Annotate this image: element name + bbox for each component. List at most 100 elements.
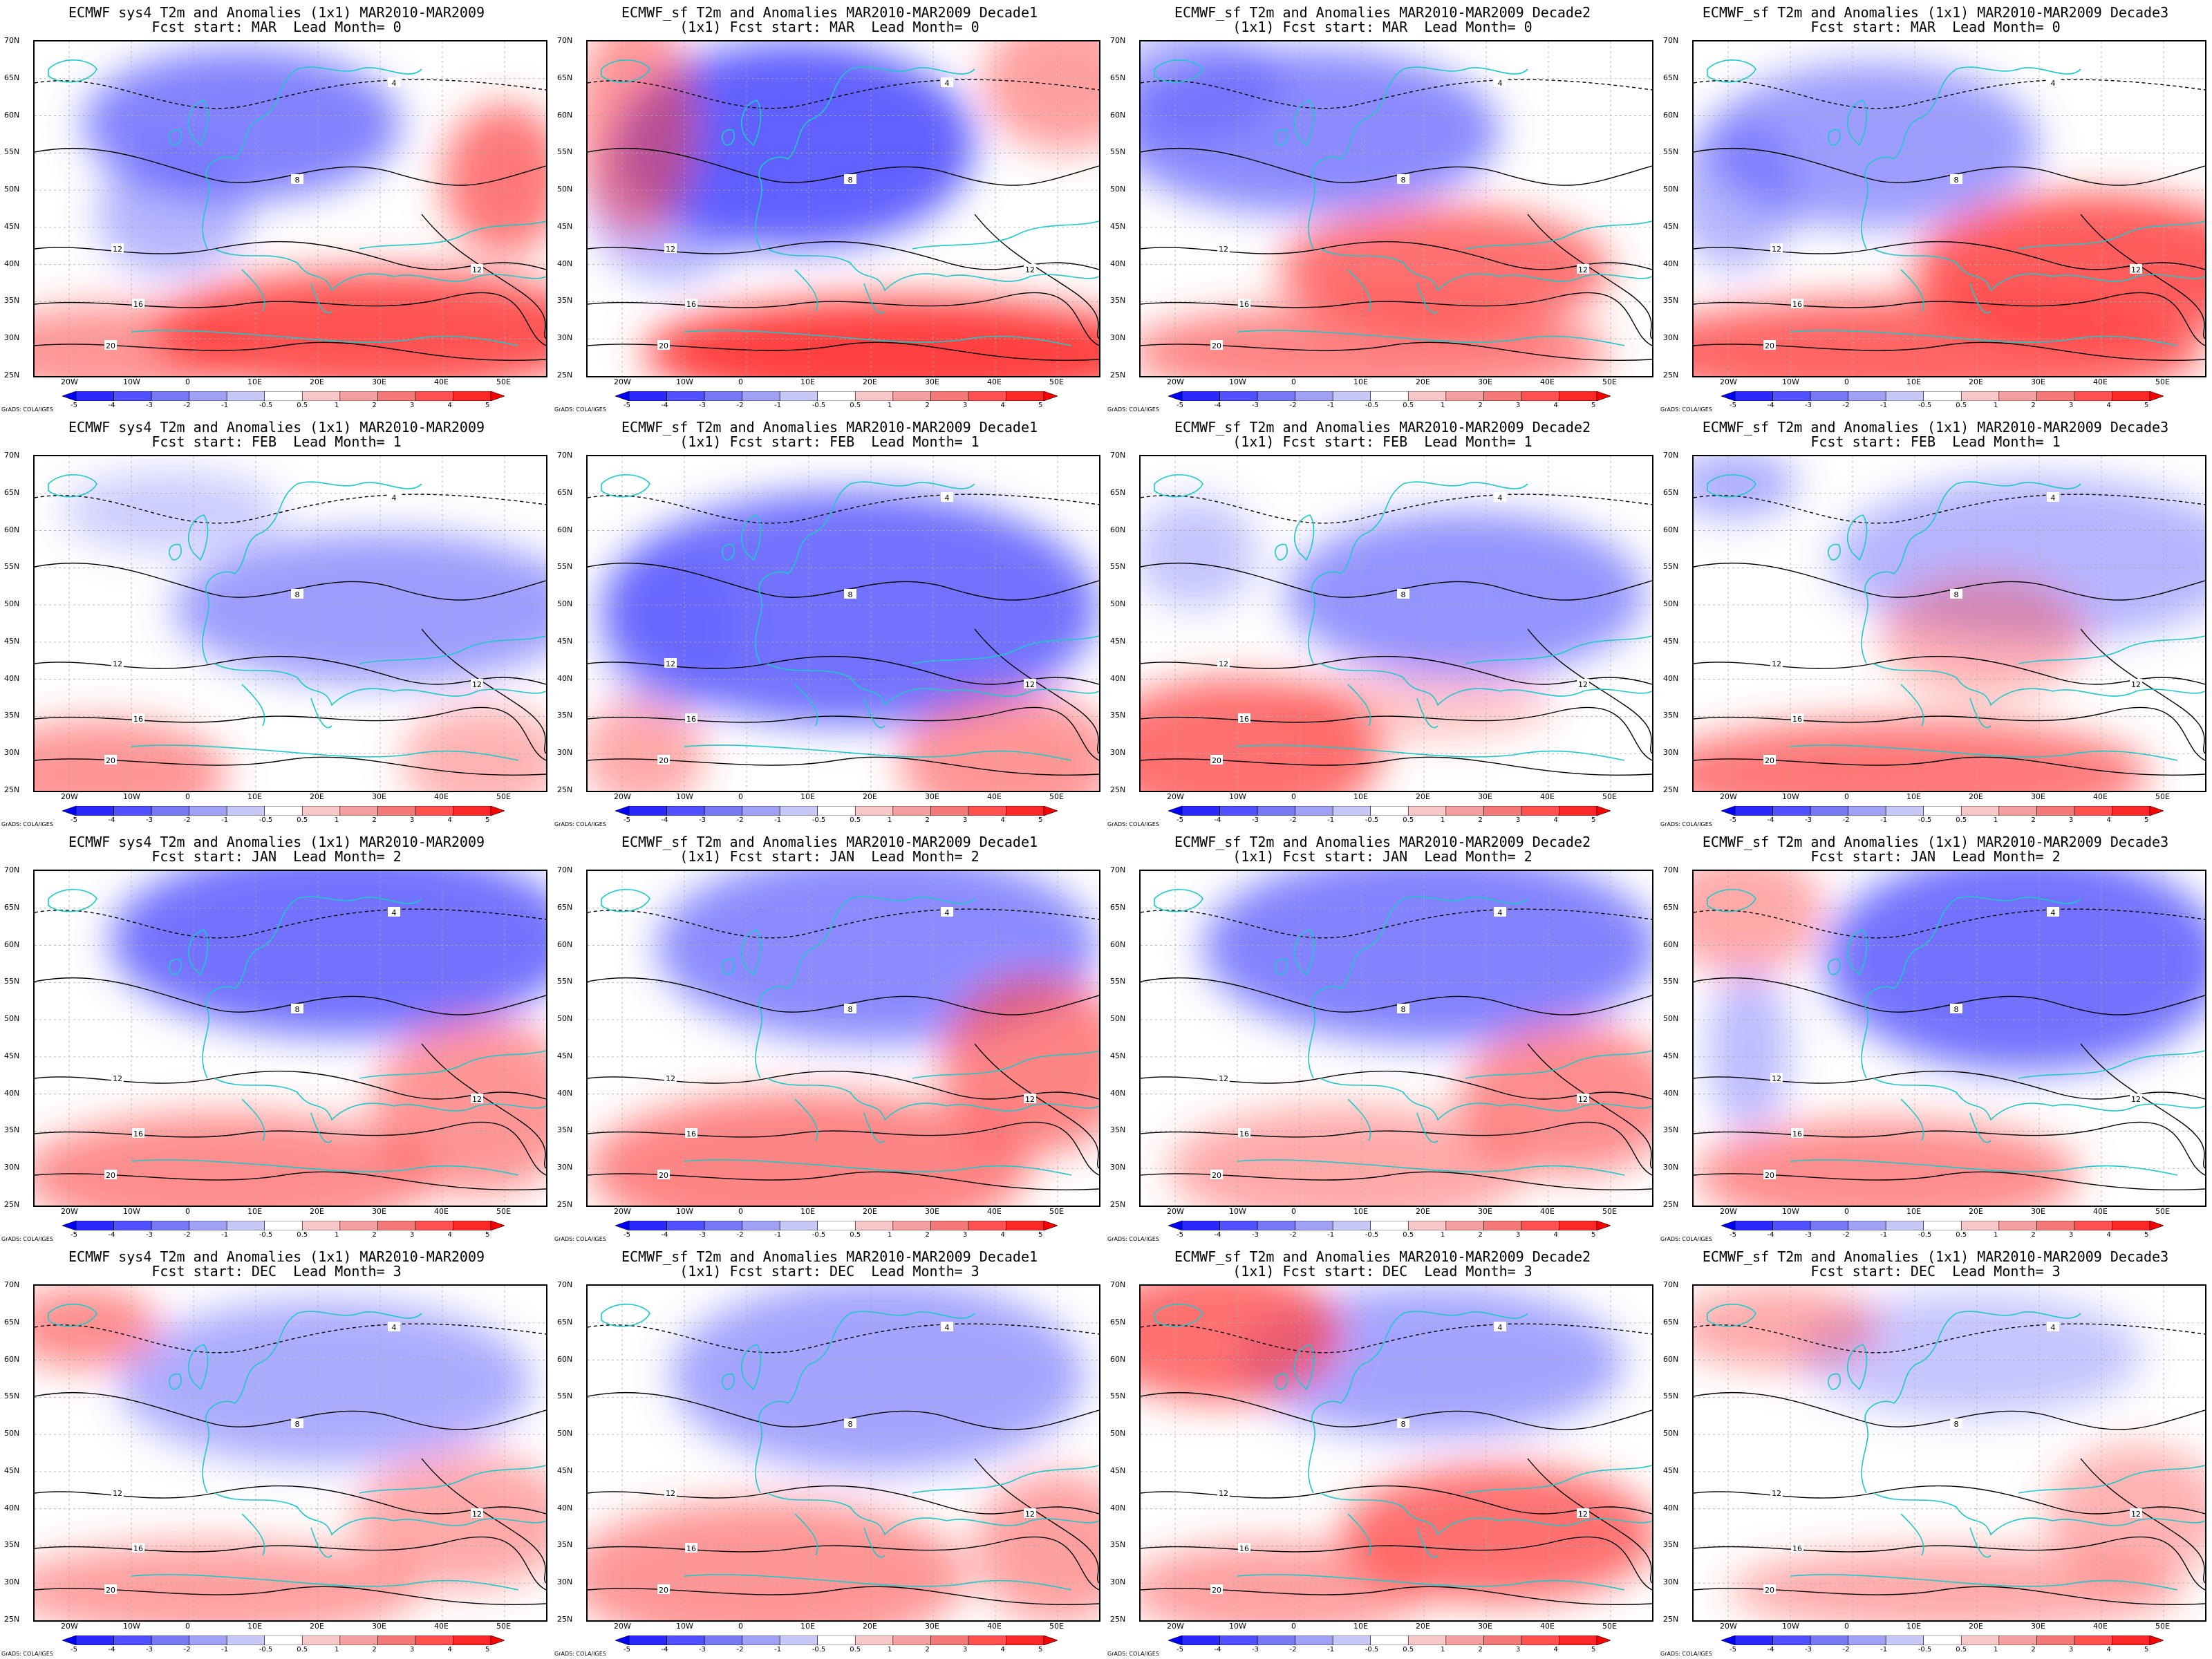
latitude-label: 55N [1663,147,1679,157]
map-panel: ECMWF_sf T2m and Anomalies (1x1) MAR2010… [1659,415,2212,830]
coastline [1237,1159,1625,1176]
latitude-label: 55N [1110,147,1126,157]
coastline [1275,1373,1288,1390]
colorbar-label: -1 [1880,1231,1888,1239]
colorbar-label: -5 [71,816,77,824]
colorbar-segment [75,1221,114,1230]
contour-label: 8 [1954,176,1959,185]
colorbar-label: -3 [1252,402,1259,409]
latitude-label: 65N [1110,902,1126,912]
colorbar-segment [1998,1221,2037,1230]
colorbar-segment [1721,1635,1736,1645]
colorbar-segment [113,1635,152,1645]
colorbar-label: 2 [372,1646,377,1653]
warm-anomaly-area [899,691,1099,791]
latitude-label: 25N [1663,1200,1679,1209]
contour-label: 20 [659,1586,668,1595]
latitude-label: 40N [1110,1088,1126,1098]
latitude-label: 70N [4,36,20,45]
isotherm-contour [1141,79,1652,109]
latitude-label: 60N [1110,525,1126,534]
colorbar-label: 2 [2031,1231,2036,1239]
longitude-label: 30E [925,792,939,801]
colorbar-label: -5 [624,816,630,824]
latitude-label: 35N [1663,1125,1679,1135]
coastline [1237,744,1625,761]
colorbar-label: 0.5 [297,1231,308,1239]
colorbar-label: -3 [699,1646,706,1653]
longitude-label: 40E [1540,1622,1555,1631]
latitude-label: 65N [4,1317,20,1327]
longitude-label: 10E [247,1207,262,1216]
colorbar [1721,806,2164,816]
latitude-label: 55N [4,562,20,572]
colorbar-label: -0.5 [1365,1646,1379,1653]
panel-title: ECMWF sys4 T2m and Anomalies (1x1) MAR20… [68,419,485,435]
longitude-label: 30E [1478,1622,1492,1631]
panel-title: ECMWF_sf T2m and Anomalies MAR2010-MAR20… [1174,1248,1591,1265]
coastline [1347,1513,1438,1558]
colorbar-label: 1 [334,1646,339,1653]
longitude-label: 10W [1782,792,1799,801]
longitude-label: 40E [987,792,1002,801]
panel-subtitle: (1x1) Fcst start: DEC Lead Month= 3 [1232,1263,1533,1280]
coastline [241,1513,332,1558]
longitude-label: 50E [1602,377,1617,386]
latitude-label: 35N [557,296,573,306]
contour-label: 8 [1401,590,1406,599]
latitude-label: 25N [1663,371,1679,379]
colorbar-segment [615,391,630,401]
colorbar-label: -3 [699,816,706,824]
colorbar-label: -4 [1214,1646,1221,1653]
colorbar-label: 5 [1591,402,1596,409]
contour-label: 8 [848,1420,853,1429]
colorbar-segment [2036,391,2075,401]
colorbar-label: 3 [962,816,968,824]
coastline [601,1304,650,1327]
colorbar [615,806,1058,816]
isotherm-contour [1141,1323,1652,1353]
latitude-label: 35N [4,296,20,306]
colorbar-label: 1 [887,1646,892,1653]
latitude-label: 40N [1663,1503,1679,1512]
colorbar-label: -4 [661,1646,668,1653]
colorbar-label: 0.5 [1403,816,1414,824]
panel-subtitle: Fcst start: JAN Lead Month= 2 [151,848,402,865]
latitude-label: 65N [1110,1317,1126,1327]
colorbar [615,391,1058,401]
colorbar-segment [415,806,453,816]
coastline [794,1098,885,1143]
coastline [1846,1344,1868,1391]
latitude-label: 25N [557,371,573,379]
longitude-label: 20W [1167,1622,1184,1631]
coastline [131,744,519,761]
longitude-label: 10W [676,1622,693,1631]
contour-label: 12 [666,245,675,254]
longitude-label: 10W [1229,377,1246,386]
colorbar-label: 2 [1478,1646,1483,1653]
latitude-label: 30N [1110,333,1126,343]
longitude-label: 20W [614,377,631,386]
anomaly-map: 12 16 20 4 8 12 [586,455,1100,792]
longitude-label: 30E [2031,377,2045,386]
latitude-label: 50N [4,185,20,194]
coastline [1707,889,1756,912]
cold-anomaly-area [97,152,249,276]
colorbar [615,1635,1058,1645]
latitude-label: 35N [557,1540,573,1550]
isotherm-contour [1694,1323,2205,1353]
contour-label: 12 [2131,265,2141,274]
isotherm-contour [1527,628,1652,754]
colorbar-label: -1 [221,816,229,824]
warm-anomaly-area [35,719,228,791]
colorbar-label: -2 [1842,816,1850,824]
longitude-label: 20E [1969,792,1983,801]
colorbar-segment [2149,391,2164,401]
longitude-label: 20W [61,1622,78,1631]
colorbar-label: 4 [447,816,452,824]
colorbar-segment [2074,1635,2112,1645]
longitude-label: 20W [61,792,78,801]
colorbar-label: -3 [1805,402,1812,409]
longitude-label: 40E [434,377,449,386]
colorbar-label: 5 [1591,1231,1596,1239]
